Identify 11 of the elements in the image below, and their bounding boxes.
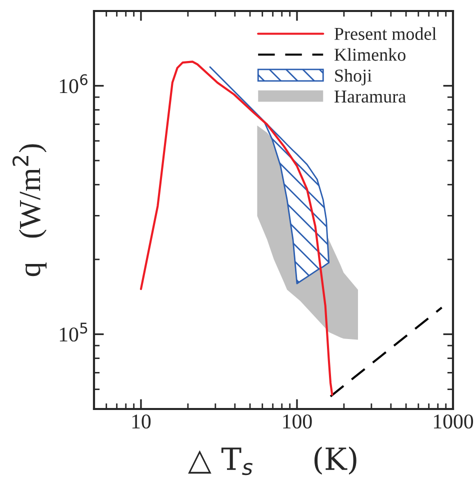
legend-label: Shoji — [335, 69, 372, 86]
legend-label: Haramura — [334, 90, 406, 103]
y-tick-label: 10$^{5}$ — [60, 322, 88, 342]
legend-label: Klimenko — [334, 48, 406, 61]
legend-label: Present model — [334, 27, 436, 40]
y-tick-label: 10$^{6}$ — [60, 74, 88, 94]
x-tick-label: 100 — [283, 414, 312, 429]
text: △ T$_{s}$ (K) — [188, 446, 356, 476]
x-tick-label: 10 — [132, 414, 151, 429]
y-axis-title: q (W/m$^{2}$) — [12, 144, 47, 276]
x-tick-label: 1000 — [434, 414, 474, 429]
